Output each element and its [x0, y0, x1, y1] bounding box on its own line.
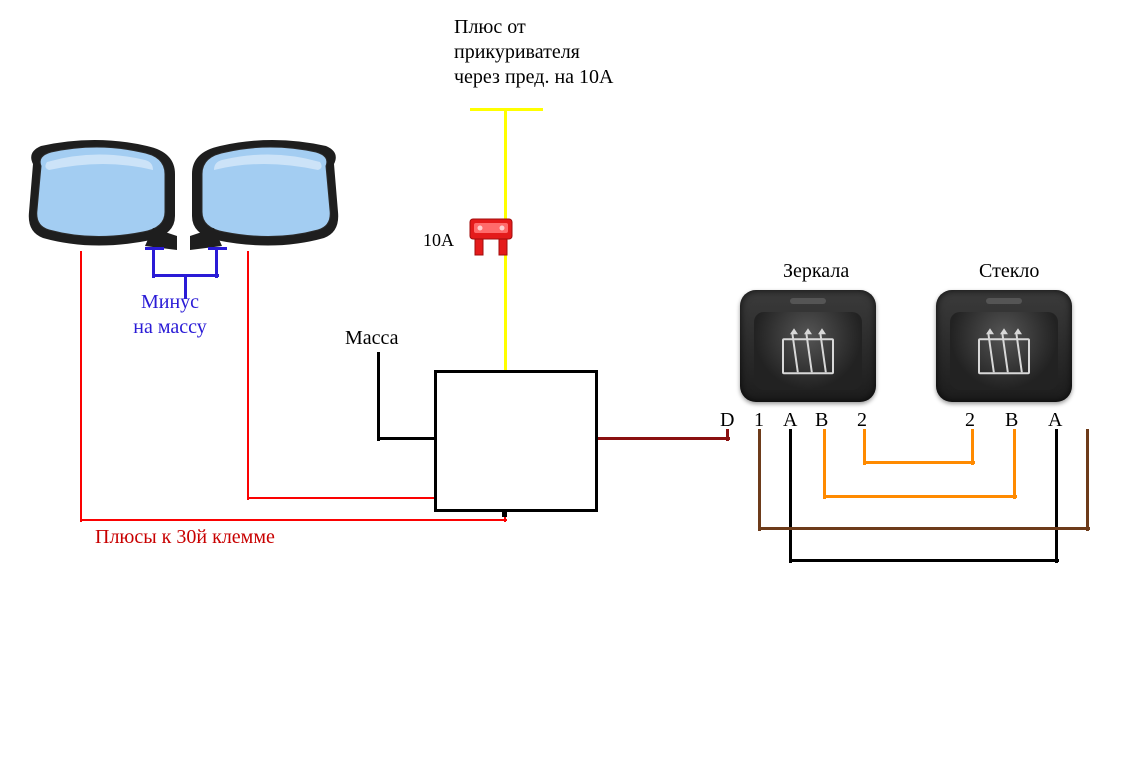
fuse-10a — [468, 217, 514, 257]
plus-left-drop — [80, 251, 82, 522]
wire-glass_btn_pinB_v — [1013, 429, 1016, 499]
label-glass_caption: Стекло — [979, 259, 1039, 284]
glass-pin-A: A — [1048, 408, 1062, 433]
label-fuse_rating: 10А — [423, 229, 454, 252]
button-mirrors — [740, 290, 876, 402]
label-plus_to_30: Плюсы к 30й клемме — [95, 525, 275, 550]
mirrors-pin-D: D — [720, 408, 734, 433]
wire-glass-brown-v — [1086, 429, 1089, 531]
minus-right-cap — [208, 247, 227, 250]
mirrors-pin-B: B — [815, 408, 828, 433]
wire-yellow_fuse_down — [504, 255, 507, 381]
minus-left-cap — [145, 247, 164, 250]
wire-black_h_A_A — [790, 559, 1059, 562]
label-massa: Масса — [345, 326, 399, 351]
mirrors-pin-1: 1 — [754, 408, 764, 433]
wire-86_to_D_h — [586, 437, 730, 440]
label-minus_massa: Минус на массу — [115, 290, 225, 340]
mirror-right — [187, 140, 342, 250]
wire-mirror_btn_pin1_v — [758, 429, 761, 531]
wire-30_to_mirrors_h1 — [81, 519, 507, 521]
glass-pin-B: B — [1005, 408, 1018, 433]
wire-yellow_top_cap — [470, 108, 543, 111]
defrost-icon — [778, 330, 838, 376]
wire-orange_h_B_B — [824, 495, 1017, 498]
relay — [434, 370, 598, 512]
button-glass — [936, 290, 1072, 402]
header-label: Плюс от прикуривателя через пред. на 10А — [454, 15, 613, 90]
plus-right-drop — [247, 251, 249, 500]
minus-stub — [184, 275, 187, 299]
mirrors-pin-A: A — [783, 408, 797, 433]
mirror-left — [25, 140, 180, 250]
wire-mirror_btn_pinB_v — [823, 429, 826, 499]
wire-brown_h_1_1 — [759, 527, 1090, 530]
wire-yellow_top_down — [504, 109, 507, 222]
mirrors-pin-2: 2 — [857, 408, 867, 433]
diagram-stage: Плюс от прикуривателя через пред. на 10А… — [0, 0, 1127, 782]
defrost-icon — [974, 330, 1034, 376]
wire-orange_h_2_2 — [864, 461, 975, 464]
glass-pin-2: 2 — [965, 408, 975, 433]
wire-glass_btn_pinA_v — [1055, 429, 1058, 563]
wire-mirror_btn_pinA_v — [789, 429, 792, 563]
wire-massa_vert — [377, 352, 380, 441]
label-mirrors_caption: Зеркала — [783, 259, 849, 284]
